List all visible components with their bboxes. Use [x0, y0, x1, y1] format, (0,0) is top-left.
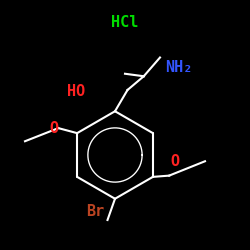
Text: HO: HO — [67, 84, 85, 99]
Text: NH₂: NH₂ — [165, 60, 192, 75]
Text: HCl: HCl — [111, 15, 139, 30]
Text: Br: Br — [86, 204, 104, 219]
Text: O: O — [49, 121, 58, 136]
Text: O: O — [170, 154, 179, 169]
